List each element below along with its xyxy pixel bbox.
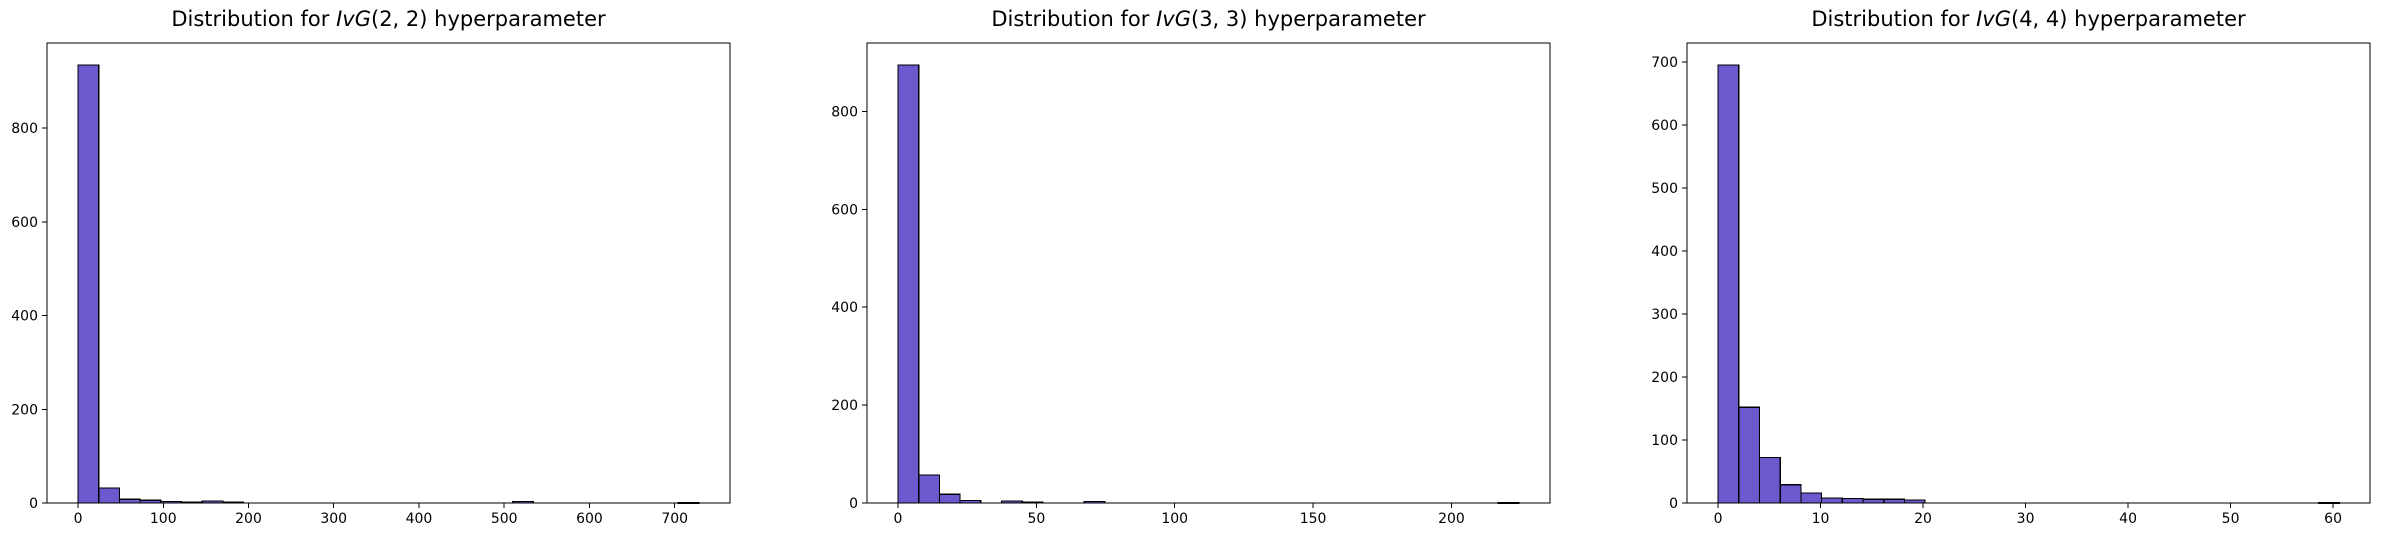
y-tick-label: 0 xyxy=(849,496,858,512)
title-math-symbol: IvG xyxy=(336,7,371,31)
x-tick-label: 100 xyxy=(1161,511,1188,527)
histogram-bar xyxy=(1820,497,1843,504)
histogram-bar xyxy=(1779,484,1802,504)
y-tick-label: 200 xyxy=(1651,370,1678,386)
y-tick-label: 0 xyxy=(1669,496,1678,512)
x-tick-label: 300 xyxy=(320,511,347,527)
histogram-1: 0 100 200 300 400 500 600 700 0 200 400 600 800 xyxy=(11,42,731,527)
y-tick-label: 600 xyxy=(1651,118,1678,134)
title-suffix: hyperparameter xyxy=(1247,7,1426,31)
title-math-symbol: IvG xyxy=(1156,7,1191,31)
x-tick-label: 10 xyxy=(1812,511,1830,527)
y-tick-label: 800 xyxy=(831,104,858,120)
histogram-bar xyxy=(118,498,141,504)
x-tick-label: 600 xyxy=(576,511,603,527)
y-tick-label: 400 xyxy=(1651,244,1678,260)
histogram-bar xyxy=(1841,497,1864,504)
title-text: Distribution for xyxy=(171,7,337,31)
x-tick-label: 700 xyxy=(661,511,688,527)
y-tick-label: 400 xyxy=(831,300,858,316)
x-tick-label: 60 xyxy=(2324,511,2342,527)
y-tick-label: 800 xyxy=(11,121,38,137)
x-tick-label: 100 xyxy=(150,511,177,527)
axes-frame xyxy=(866,42,1551,504)
x-tick-label: 40 xyxy=(2119,511,2137,527)
title-args: (3, 3) xyxy=(1191,7,1248,31)
x-tick-label: 50 xyxy=(1027,511,1045,527)
histogram-bar xyxy=(938,493,961,504)
title-text: Distribution for xyxy=(1811,7,1977,31)
y-tick-label: 600 xyxy=(831,202,858,218)
x-tick-label: 150 xyxy=(1300,511,1327,527)
histogram-bar xyxy=(1738,406,1761,504)
x-tick-label: 20 xyxy=(1914,511,1932,527)
histogram-bar xyxy=(1800,492,1823,504)
chart-title-2: Distribution for IvG(3, 3) hyperparamete… xyxy=(867,5,1550,35)
histogram-bar xyxy=(897,64,920,504)
axes-frame xyxy=(46,42,731,504)
histogram-bar xyxy=(1758,457,1781,504)
histogram-2: 0 50 100 150 200 0 200 400 600 800 xyxy=(831,42,1551,527)
title-suffix: hyperparameter xyxy=(2067,7,2246,31)
histogram-bar xyxy=(1717,64,1740,504)
x-tick-label: 0 xyxy=(894,511,903,527)
y-tick-label: 300 xyxy=(1651,307,1678,323)
title-text: Distribution for xyxy=(991,7,1157,31)
y-tick-label: 200 xyxy=(11,402,38,418)
x-tick-label: 200 xyxy=(235,511,262,527)
histogram-bar xyxy=(1862,498,1885,504)
title-suffix: hyperparameter xyxy=(427,7,606,31)
chart-title-3: Distribution for IvG(4, 4) hyperparamete… xyxy=(1687,5,2370,35)
histogram-bar xyxy=(98,487,121,504)
title-math-symbol: IvG xyxy=(1976,7,2011,31)
histogram-bar xyxy=(1883,498,1906,504)
y-tick-label: 700 xyxy=(1651,55,1678,71)
x-tick-label: 0 xyxy=(74,511,83,527)
histogram-bar xyxy=(918,474,941,504)
title-args: (4, 4) xyxy=(2011,7,2068,31)
axes-frame xyxy=(1686,42,2371,504)
x-tick-label: 400 xyxy=(406,511,433,527)
histogram-bar xyxy=(77,64,100,504)
y-tick-label: 600 xyxy=(11,215,38,231)
x-tick-label: 30 xyxy=(2017,511,2035,527)
y-tick-label: 400 xyxy=(11,309,38,325)
x-tick-label: 50 xyxy=(2222,511,2240,527)
y-tick-label: 200 xyxy=(831,398,858,414)
x-tick-label: 0 xyxy=(1714,511,1723,527)
y-tick-label: 500 xyxy=(1651,181,1678,197)
y-tick-label: 100 xyxy=(1651,433,1678,449)
chart-title-1: Distribution for IvG(2, 2) hyperparamete… xyxy=(47,5,730,35)
title-args: (2, 2) xyxy=(371,7,428,31)
y-tick-label: 0 xyxy=(29,496,38,512)
x-tick-label: 500 xyxy=(491,511,518,527)
x-tick-label: 200 xyxy=(1438,511,1465,527)
